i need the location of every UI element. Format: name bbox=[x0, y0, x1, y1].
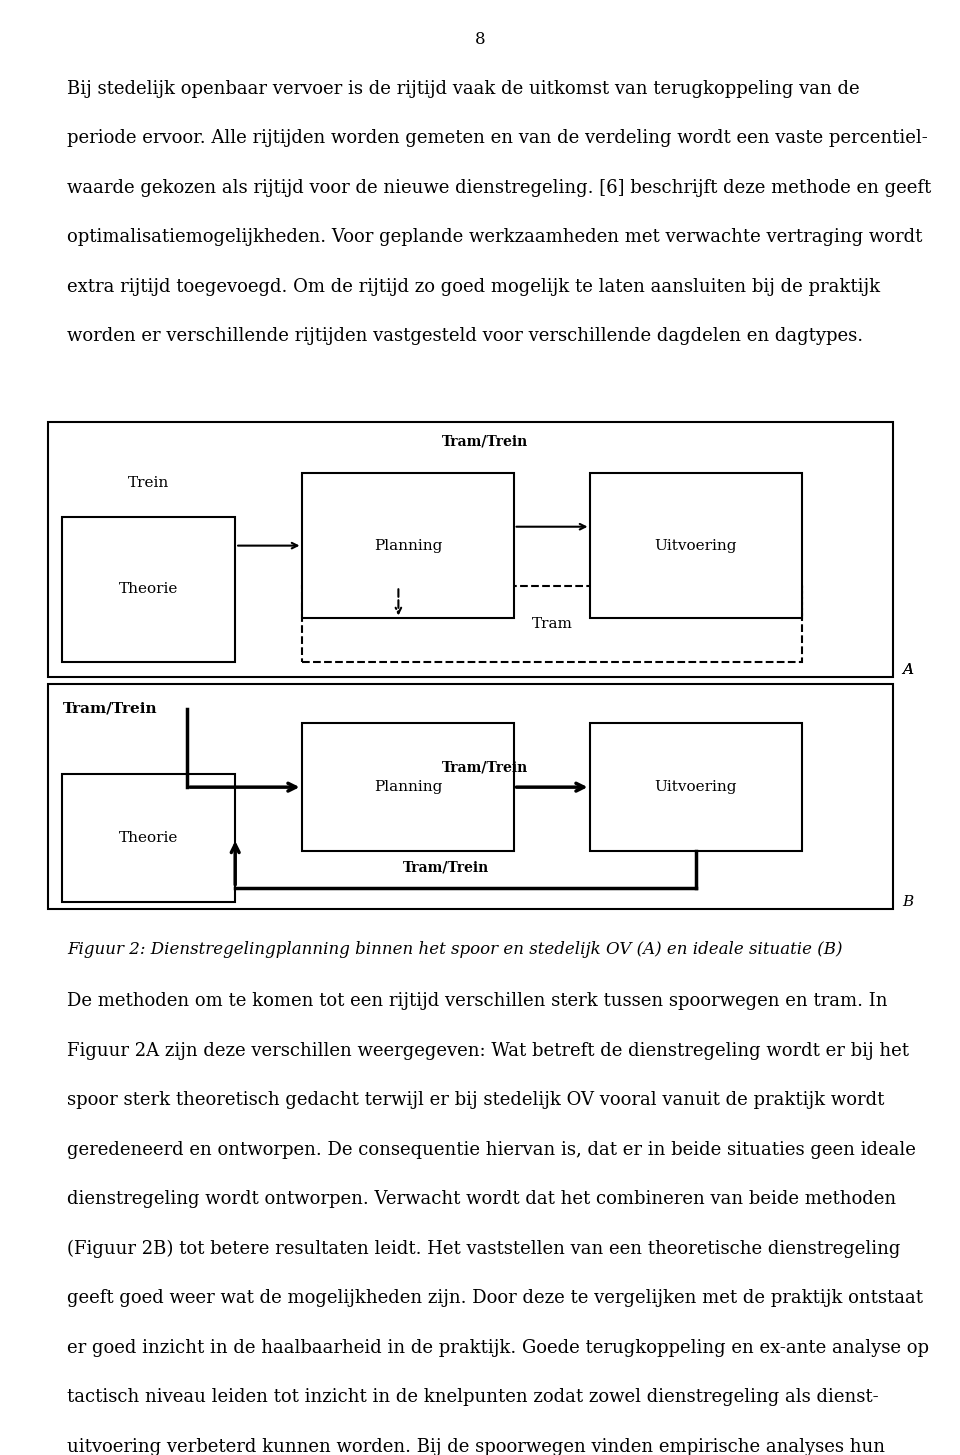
Text: spoor sterk theoretisch gedacht terwijl er bij stedelijk OV vooral vanuit de pra: spoor sterk theoretisch gedacht terwijl … bbox=[67, 1091, 884, 1109]
FancyBboxPatch shape bbox=[302, 723, 514, 851]
Text: periode ervoor. Alle rijtijden worden gemeten en van de verdeling wordt een vast: periode ervoor. Alle rijtijden worden ge… bbox=[67, 129, 928, 147]
Text: Bij stedelijk openbaar vervoer is de rijtijd vaak de uitkomst van terugkoppeling: Bij stedelijk openbaar vervoer is de rij… bbox=[67, 80, 860, 97]
Text: Figuur 2: Dienstregelingplanning binnen het spoor en stedelijk OV (A) en ideale : Figuur 2: Dienstregelingplanning binnen … bbox=[67, 941, 843, 959]
Text: waarde gekozen als rijtijd voor de nieuwe dienstregeling. [6] beschrijft deze me: waarde gekozen als rijtijd voor de nieuw… bbox=[67, 179, 931, 196]
Text: Tram/Trein: Tram/Trein bbox=[442, 760, 528, 774]
FancyBboxPatch shape bbox=[48, 684, 893, 909]
Text: dienstregeling wordt ontworpen. Verwacht wordt dat het combineren van beide meth: dienstregeling wordt ontworpen. Verwacht… bbox=[67, 1190, 897, 1208]
Text: tactisch niveau leiden tot inzicht in de knelpunten zodat zowel dienstregeling a: tactisch niveau leiden tot inzicht in de… bbox=[67, 1388, 878, 1406]
Text: Theorie: Theorie bbox=[119, 831, 179, 845]
Text: Tram/Trein: Tram/Trein bbox=[442, 434, 528, 448]
FancyBboxPatch shape bbox=[302, 473, 514, 618]
FancyBboxPatch shape bbox=[48, 422, 893, 677]
Text: extra rijtijd toegevoegd. Om de rijtijd zo goed mogelijk te laten aansluiten bij: extra rijtijd toegevoegd. Om de rijtijd … bbox=[67, 278, 880, 295]
Text: (Figuur 2B) tot betere resultaten leidt. Het vaststellen van een theoretische di: (Figuur 2B) tot betere resultaten leidt.… bbox=[67, 1240, 900, 1259]
Text: Uitvoering: Uitvoering bbox=[655, 780, 737, 794]
FancyBboxPatch shape bbox=[62, 774, 235, 902]
Text: Uitvoering: Uitvoering bbox=[655, 538, 737, 553]
FancyBboxPatch shape bbox=[590, 723, 802, 851]
Text: B: B bbox=[902, 895, 914, 909]
FancyBboxPatch shape bbox=[302, 586, 802, 662]
Text: Trein: Trein bbox=[129, 476, 169, 490]
Text: Tram: Tram bbox=[532, 617, 572, 631]
Text: worden er verschillende rijtijden vastgesteld voor verschillende dagdelen en dag: worden er verschillende rijtijden vastge… bbox=[67, 327, 863, 345]
Text: geredeneerd en ontworpen. De consequentie hiervan is, dat er in beide situaties : geredeneerd en ontworpen. De consequenti… bbox=[67, 1141, 916, 1158]
Text: uitvoering verbeterd kunnen worden. Bij de spoorwegen vinden empirische analyses: uitvoering verbeterd kunnen worden. Bij … bbox=[67, 1438, 885, 1455]
Text: er goed inzicht in de haalbaarheid in de praktijk. Goede terugkoppeling en ex-an: er goed inzicht in de haalbaarheid in de… bbox=[67, 1339, 929, 1356]
Text: geeft goed weer wat de mogelijkheden zijn. Door deze te vergelijken met de prakt: geeft goed weer wat de mogelijkheden zij… bbox=[67, 1289, 924, 1307]
Text: Tram/Trein: Tram/Trein bbox=[62, 701, 157, 716]
Text: A: A bbox=[902, 662, 913, 677]
Text: Tram/Trein: Tram/Trein bbox=[403, 860, 490, 874]
Text: 8: 8 bbox=[474, 31, 486, 48]
Text: optimalisatiemogelijkheden. Voor geplande werkzaamheden met verwachte vertraging: optimalisatiemogelijkheden. Voor gepland… bbox=[67, 228, 923, 246]
Text: Figuur 2A zijn deze verschillen weergegeven: Wat betreft de dienstregeling wordt: Figuur 2A zijn deze verschillen weergege… bbox=[67, 1042, 909, 1059]
FancyBboxPatch shape bbox=[590, 473, 802, 618]
Text: A: A bbox=[902, 662, 913, 677]
Text: Planning: Planning bbox=[373, 538, 443, 553]
Text: Theorie: Theorie bbox=[119, 582, 179, 597]
FancyBboxPatch shape bbox=[62, 517, 235, 662]
Text: Planning: Planning bbox=[373, 780, 443, 794]
Text: De methoden om te komen tot een rijtijd verschillen sterk tussen spoorwegen en t: De methoden om te komen tot een rijtijd … bbox=[67, 992, 888, 1010]
